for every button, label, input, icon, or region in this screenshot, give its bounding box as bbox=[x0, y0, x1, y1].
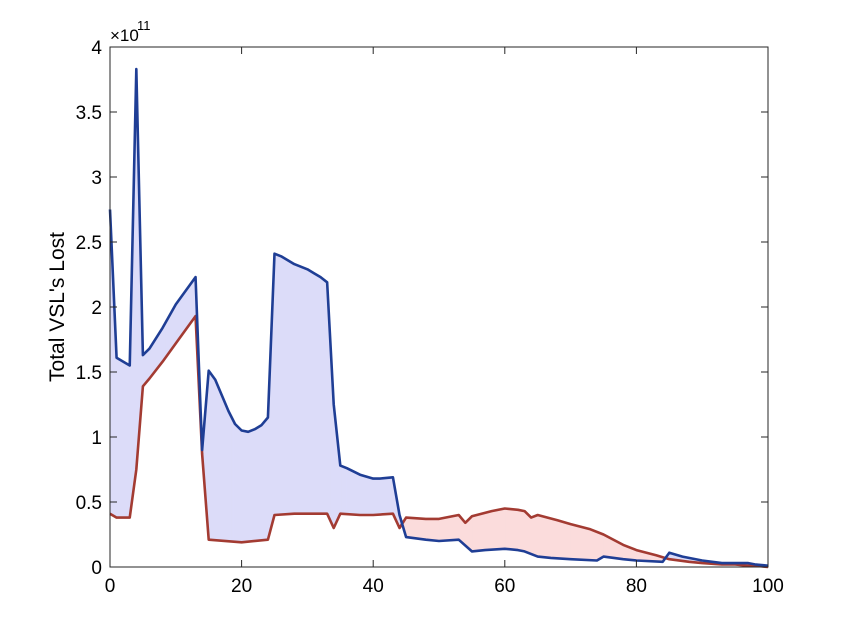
y-tick-label: 3 bbox=[91, 168, 102, 189]
y-tick-label: 3.5 bbox=[76, 103, 102, 124]
band-fill-segment bbox=[415, 517, 422, 540]
y-tick-label: 4 bbox=[91, 38, 102, 59]
band-fill-segment bbox=[501, 508, 506, 550]
band-fill-segment bbox=[290, 261, 295, 515]
x-tick-label: 40 bbox=[363, 576, 384, 597]
band-fill-segment bbox=[570, 523, 576, 560]
band-fill-segment bbox=[420, 518, 427, 541]
band-fill-segment bbox=[507, 508, 512, 550]
axis-ticks bbox=[109, 46, 769, 568]
band-fill-segment bbox=[122, 361, 127, 518]
band-fill-segment bbox=[543, 516, 548, 558]
band-fill-segment bbox=[435, 518, 440, 542]
band-fill-segment bbox=[293, 263, 298, 515]
band-fill-segment bbox=[448, 515, 455, 541]
band-fill-segment bbox=[567, 522, 571, 560]
band-fill-segment bbox=[514, 509, 519, 551]
band-fill-segment bbox=[560, 520, 565, 560]
y-exponent-base: ×10 bbox=[110, 26, 139, 45]
band-fill-segment bbox=[369, 477, 374, 516]
band-fill-segment bbox=[356, 472, 361, 516]
band-fill-segment bbox=[126, 363, 131, 518]
band-fill-segment bbox=[504, 508, 509, 550]
series-lines bbox=[108, 67, 769, 569]
x-tick-label: 60 bbox=[494, 576, 515, 597]
band-fill-segment bbox=[547, 517, 552, 559]
band-fill-segment bbox=[346, 467, 351, 515]
band-fill-segment bbox=[453, 514, 460, 541]
x-tick-label: 0 bbox=[105, 576, 116, 597]
band-fill-segment bbox=[280, 255, 285, 515]
y-tick-label: 2.5 bbox=[76, 233, 102, 254]
band-fill-segment bbox=[432, 518, 437, 542]
band-fill-segment bbox=[425, 518, 430, 541]
y-tick-label: 1 bbox=[91, 428, 102, 449]
band-fill-segment bbox=[481, 512, 486, 551]
band-fill-segment bbox=[585, 527, 591, 561]
band-fill-segment bbox=[386, 477, 390, 515]
y-exponent-power: 11 bbox=[137, 18, 151, 33]
band-fill-segment bbox=[575, 525, 581, 561]
band-fill-segment bbox=[300, 266, 305, 515]
band-fill-segment bbox=[297, 264, 302, 515]
series-line-blue bbox=[108, 67, 769, 567]
axis-tick-labels: 0 20 40 60 80 100 0 0.5 1 1.5 2 2.5 3 3.5 4 bbox=[76, 38, 784, 597]
band-fills bbox=[109, 69, 769, 568]
band-fill-segment bbox=[443, 516, 450, 541]
band-fill-segment bbox=[405, 517, 412, 539]
band-fill-segment bbox=[119, 359, 124, 518]
band-fill-segment bbox=[353, 470, 358, 516]
band-fill-segment bbox=[563, 521, 568, 560]
band-fill-segment bbox=[410, 517, 417, 539]
band-fill-segment bbox=[428, 518, 433, 541]
band-fill-segment bbox=[284, 257, 288, 515]
band-fill-segment bbox=[537, 514, 542, 558]
x-tick-label: 100 bbox=[752, 576, 784, 597]
band-fill-segment bbox=[303, 267, 308, 515]
band-fill-segment bbox=[474, 514, 479, 552]
band-fill-segment bbox=[494, 509, 499, 550]
y-tick-label: 0 bbox=[91, 558, 102, 579]
y-tick-label: 1.5 bbox=[76, 363, 102, 384]
band-fill-segment bbox=[287, 259, 292, 515]
band-fill-segment bbox=[580, 526, 586, 561]
y-tick-label: 0.5 bbox=[76, 493, 102, 514]
band-fill-segment bbox=[382, 477, 387, 515]
band-fill-segment bbox=[438, 517, 445, 542]
y-axis-label: Total VSL's Lost bbox=[46, 232, 69, 382]
band-fill-segment bbox=[511, 508, 515, 551]
band-fill-segment bbox=[557, 519, 562, 559]
band-fill-segment bbox=[478, 513, 483, 552]
y-tick-label: 2 bbox=[91, 298, 102, 319]
band-fill-segment bbox=[389, 476, 394, 515]
band-fill-segment bbox=[363, 475, 367, 516]
band-fill-segment bbox=[379, 477, 384, 515]
band-fill-segment bbox=[497, 508, 502, 550]
band-fill-segment bbox=[471, 515, 476, 552]
band-fill-segment bbox=[366, 476, 371, 516]
band-fill-segment bbox=[359, 474, 364, 516]
band-fill-segment bbox=[491, 510, 496, 550]
x-tick-label: 80 bbox=[626, 576, 647, 597]
band-fill-segment bbox=[349, 469, 354, 515]
band-fill-segment bbox=[116, 357, 121, 518]
band-fill-segment bbox=[540, 515, 545, 558]
x-tick-label: 20 bbox=[231, 576, 252, 597]
